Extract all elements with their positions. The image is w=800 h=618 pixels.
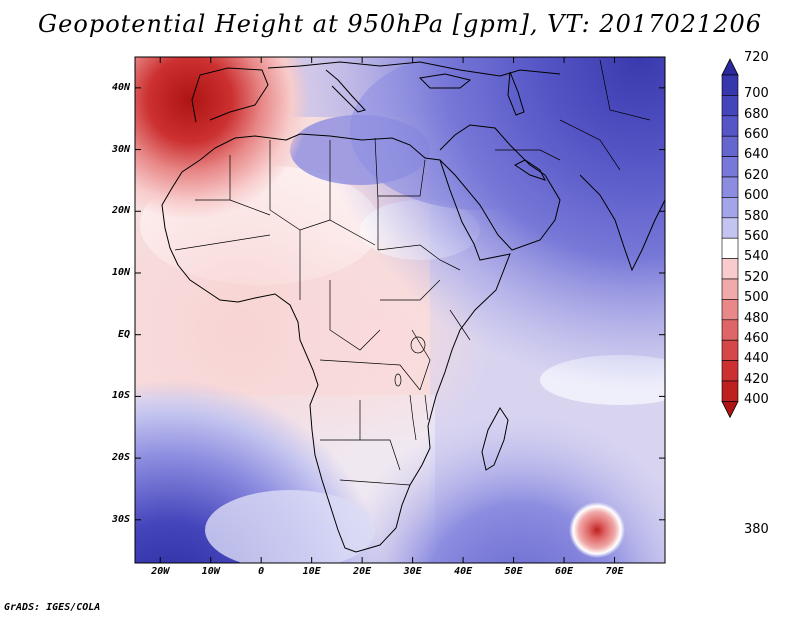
lakes [394,336,429,441]
lat-label: EQ [117,328,130,340]
colorbar-label: 600 [744,188,769,204]
colorbar-swatch [721,176,739,198]
colorbar [721,58,739,419]
colorbar-label: 540 [744,249,769,265]
colorbar-swatch [721,299,739,321]
persian-gulf-outline [514,159,546,181]
lat-label: 20S [111,452,130,464]
colorbar-min-arrow [721,400,739,419]
colorbar-label: 500 [744,290,769,306]
lon-label: 20W [151,566,170,577]
colorbar-swatch [721,115,739,137]
lat-label: 10S [111,390,130,402]
iberia-coastline [191,67,269,123]
colorbar-swatch [721,217,739,239]
lon-label: 10E [302,566,321,577]
lat-label: 40N [111,81,130,93]
lat-label: 30N [111,143,130,155]
lat-label: 20N [111,205,130,217]
axis-ticks [135,57,665,563]
coastlines [161,61,665,553]
colorbar-label: 680 [744,106,769,122]
lon-label: 60E [555,566,574,577]
lon-label: 10W [201,566,220,577]
colorbar-label: 440 [744,351,769,367]
colorbar-swatch [721,258,739,280]
colorbar-label: 420 [744,371,769,387]
caspian-outline [507,71,525,116]
colorbar-swatch [721,95,739,117]
borders [174,59,651,486]
colorbar-swatch [721,319,739,341]
india-coastline [579,174,665,272]
colorbar-swatch [721,380,739,402]
europe-coastline [267,61,561,77]
lon-label: 30E [403,566,422,577]
colorbar-label: 700 [744,86,769,102]
grads-credit: GrADS: IGES/COLA [4,602,101,613]
madagascar-outline [481,407,509,471]
black-sea-outline [418,73,472,89]
plot-frame [134,56,666,564]
colorbar-swatch [721,197,739,219]
lon-label: 50E [504,566,523,577]
colorbar-label: 460 [744,331,769,346]
colorbar-max-arrow [721,58,739,76]
height-field [135,57,665,563]
colorbar-swatch [721,237,739,259]
colorbar-swatch [721,360,739,382]
colorbar-label: 480 [744,310,769,326]
colorbar-swatch [721,339,739,361]
colorbar-label: 560 [744,229,769,244]
lat-label: 30S [111,513,130,525]
colorbar-label: 400 [744,392,769,408]
colorbar-label: 380 [744,522,769,537]
colorbar-swatch [721,278,739,300]
colorbar-label: 580 [744,208,769,224]
colorbar-swatch [721,135,739,157]
colorbar-label: 640 [744,147,769,163]
italy-coastline [325,69,366,113]
colorbar-swatch [721,74,739,96]
colorbar-label: 660 [744,127,769,142]
arabia-coastline [439,124,561,251]
colorbar-swatch [721,156,739,178]
lon-label: 70E [605,566,624,577]
colorbar-label: 520 [744,269,769,285]
lat-label: 10N [111,266,130,278]
colorbar-label: 620 [744,167,769,183]
africa-coastline [161,133,511,553]
lon-label: 20E [353,566,372,577]
lon-label: 40E [454,566,473,577]
colorbar-label: 720 [744,50,769,65]
map-title: Geopotential Height at 950hPa [gpm], VT:… [38,10,762,38]
lon-label: 0 [258,566,265,577]
